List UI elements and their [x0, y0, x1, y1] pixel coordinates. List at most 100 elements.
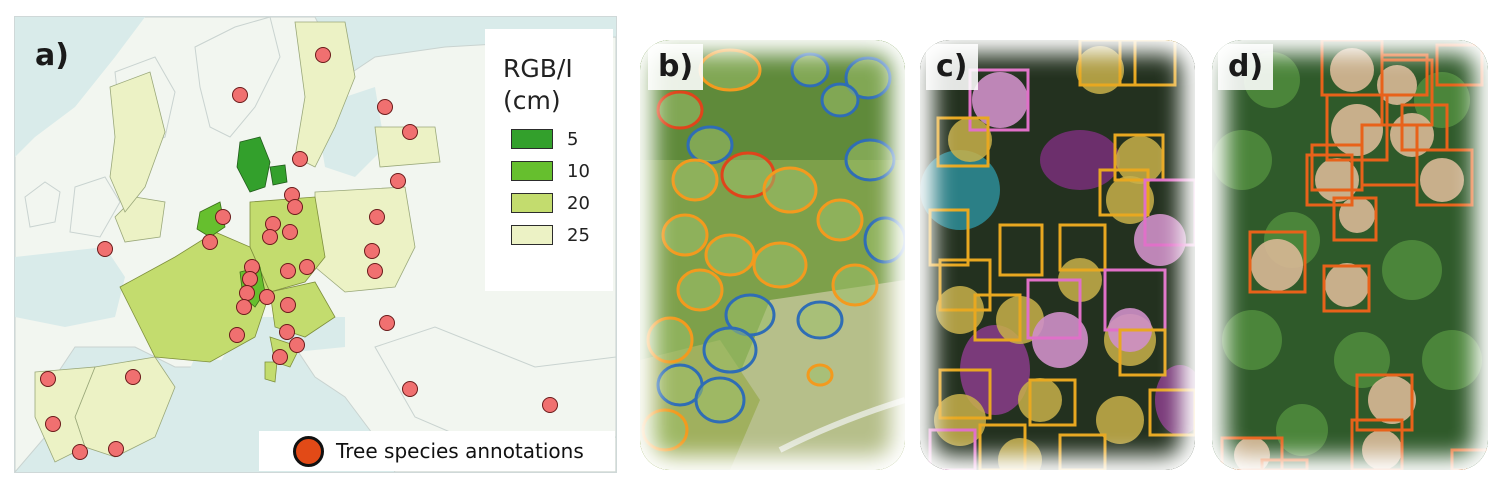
site-marker [315, 47, 331, 63]
legend-item-10: 10 [511, 155, 613, 187]
panel-label-a: a) [35, 38, 69, 73]
legend-value-25: 25 [567, 224, 590, 246]
tree-bbox [1248, 230, 1307, 294]
tree-polygon [704, 233, 756, 277]
tree-bbox [1148, 388, 1195, 437]
tree-bbox [1028, 378, 1077, 427]
tree-polygon [816, 198, 864, 242]
tree-polygon [671, 158, 719, 202]
site-marker [279, 324, 295, 340]
site-marker [45, 416, 61, 432]
europe-map-panel: a) RGB/I (cm) 5 10 20 25 Tree species an… [14, 16, 617, 473]
tree-bbox [1078, 40, 1137, 87]
europe-map [15, 17, 616, 472]
site-marker [232, 87, 248, 103]
site-marker [265, 216, 281, 232]
annotation-marker-icon [293, 435, 324, 467]
tree-bbox [1026, 278, 1082, 340]
tree-bbox [998, 223, 1044, 277]
tree-bbox [1305, 153, 1354, 207]
site-marker [379, 315, 395, 331]
tree-bbox [938, 368, 992, 420]
aerial-photo-c [920, 40, 1195, 470]
site-marker [364, 243, 380, 259]
polygon-annotations [641, 48, 905, 452]
tree-bbox [1113, 133, 1165, 182]
legend-item-25: 25 [511, 219, 613, 251]
panel-label-b: b) [648, 44, 704, 90]
tree-polygon [844, 138, 896, 182]
tree-polygon [844, 56, 892, 100]
site-marker [369, 209, 385, 225]
site-marker [229, 327, 245, 343]
tree-bbox [1332, 196, 1378, 242]
site-marker [236, 299, 252, 315]
site-marker [40, 371, 56, 387]
tree-bbox [973, 293, 1022, 342]
site-marker [280, 297, 296, 313]
legend-swatch-20 [511, 193, 553, 213]
tree-species-legend-label: Tree species annotations [336, 439, 584, 463]
tree-bbox [1098, 168, 1150, 217]
site-marker [377, 99, 393, 115]
tree-polygon [790, 52, 830, 88]
site-marker [402, 381, 418, 397]
tree-bbox [1355, 373, 1414, 432]
site-marker [259, 289, 275, 305]
tree-polygon [752, 241, 808, 289]
bounding-box-annotations [1220, 40, 1488, 470]
site-marker [542, 397, 558, 413]
legend-title-line1: RGB/I [503, 54, 573, 83]
tree-bbox [1435, 43, 1484, 87]
site-marker [72, 444, 88, 460]
tree-polygon [796, 300, 844, 340]
site-marker [282, 224, 298, 240]
tree-bbox [1058, 433, 1107, 470]
site-marker [280, 263, 296, 279]
tree-polygon [646, 316, 694, 364]
site-marker [239, 285, 255, 301]
tree-polygon [806, 363, 834, 387]
tree-bbox [936, 116, 990, 168]
tree-polygon [694, 376, 746, 424]
coverage-5cm [236, 136, 288, 193]
tree-polygon [656, 90, 704, 130]
tree-bbox [1450, 448, 1488, 470]
site-marker [262, 229, 278, 245]
site-marker [292, 151, 308, 167]
resolution-legend: RGB/I (cm) 5 10 20 25 [485, 29, 613, 291]
tree-polygon [762, 166, 818, 214]
legend-value-10: 10 [567, 160, 590, 182]
tree-bbox [968, 68, 1030, 132]
site-marker [272, 349, 288, 365]
tree-bbox [1058, 223, 1107, 272]
site-marker [390, 173, 406, 189]
tree-bbox [1118, 40, 1177, 87]
legend-swatch-25 [511, 225, 553, 245]
tree-bbox [1350, 418, 1404, 470]
tree-bbox [1415, 148, 1474, 207]
aerial-photo-panel-b: b) [640, 40, 905, 470]
aerial-photo-b [640, 40, 905, 470]
site-marker [299, 259, 315, 275]
legend-value-5: 5 [567, 128, 579, 150]
site-markers [40, 47, 558, 460]
tree-polygon [676, 268, 724, 312]
tree-bbox [1118, 328, 1167, 377]
site-marker [97, 241, 113, 257]
site-marker [289, 337, 305, 353]
site-marker [202, 234, 218, 250]
aerial-photo-panel-c: c) [920, 40, 1195, 470]
tree-polygon [863, 216, 905, 264]
tree-polygon [698, 48, 762, 92]
bounding-box-annotations [928, 40, 1195, 470]
site-marker [402, 124, 418, 140]
tree-polygon [661, 213, 709, 257]
tree-bbox [1325, 93, 1389, 162]
tree-bbox [938, 258, 992, 312]
legend-item-20: 20 [511, 187, 613, 219]
site-marker [367, 263, 383, 279]
legend-value-20: 20 [567, 192, 590, 214]
tree-polygon [831, 263, 879, 307]
legend-swatch-10 [511, 161, 553, 181]
